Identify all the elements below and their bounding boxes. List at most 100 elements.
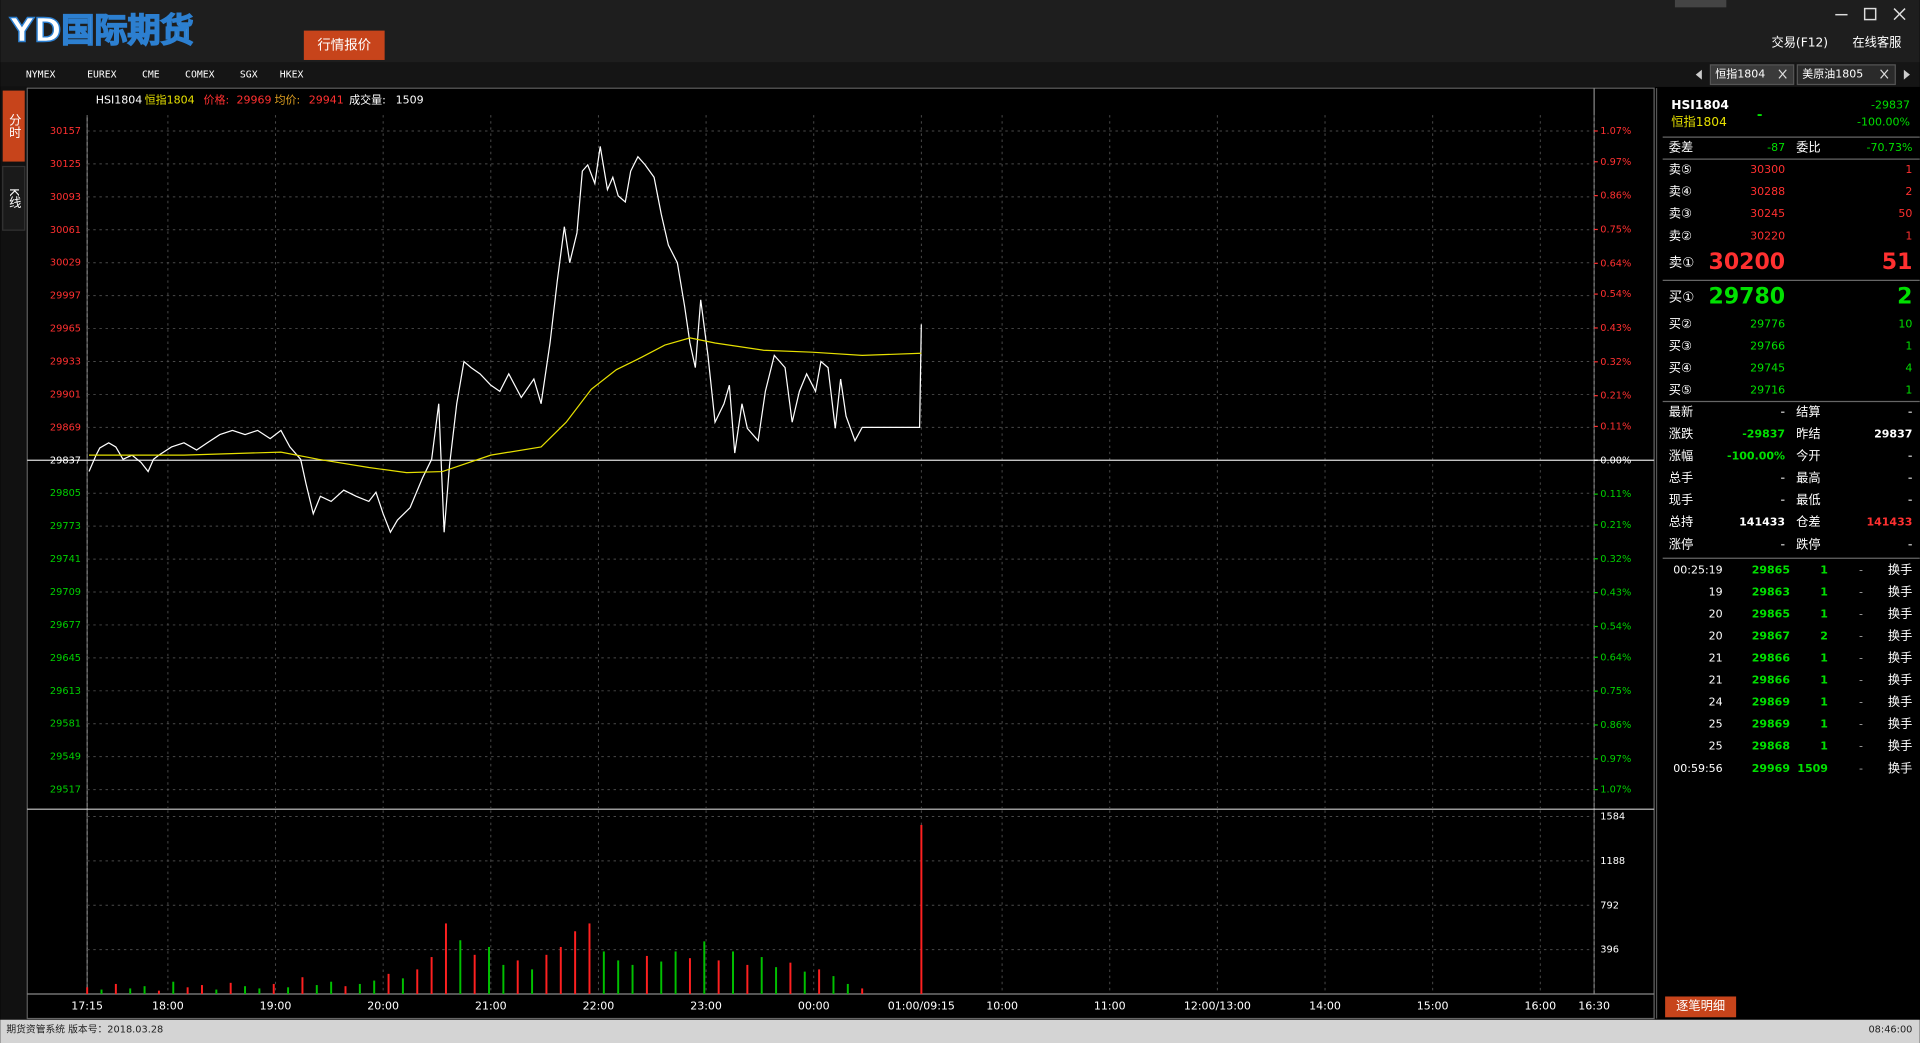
book-price: 29776 — [1750, 317, 1785, 330]
y-tick-label: 30093 — [50, 192, 81, 203]
exchange-tab[interactable]: COMEX — [185, 70, 215, 81]
stat-value: 141433 — [1866, 516, 1912, 529]
row-value: -87 — [1767, 141, 1785, 154]
volume-bar — [143, 986, 146, 995]
x-tick-label: 20:00 — [367, 999, 399, 1012]
y-tick-label: 29677 — [50, 620, 81, 631]
exchange-tab[interactable]: EUREX — [87, 70, 117, 81]
book-label: 买② — [1669, 317, 1692, 331]
tab-close[interactable] — [1778, 69, 1787, 79]
symbol-tab[interactable] — [1796, 64, 1896, 86]
volume-bar — [703, 941, 706, 995]
tick-flag: - — [1859, 762, 1863, 775]
y-tick-label: 30061 — [50, 225, 81, 236]
y2-tick-label: 0.64% — [1600, 258, 1631, 269]
price-line — [88, 146, 922, 534]
exchange-tab[interactable]: SGX — [240, 70, 258, 81]
book-label: 买① — [1669, 289, 1695, 305]
volume-bar — [789, 962, 792, 995]
book-volume: 1 — [1905, 384, 1912, 397]
stat-value: - — [1781, 538, 1786, 551]
quote-panel — [1660, 88, 1920, 1019]
trade-link[interactable]: 交易(F12) — [1771, 34, 1828, 49]
volume-bar — [459, 940, 462, 995]
stat-value: 141433 — [1739, 516, 1785, 529]
tick-time: 00:25:19 — [1673, 563, 1722, 576]
tab-close[interactable] — [1880, 69, 1889, 79]
side-tab[interactable] — [2, 165, 26, 231]
y-tick-label: 1584 — [1600, 812, 1625, 823]
volume-bar — [444, 923, 447, 995]
stat-value: - — [1781, 494, 1786, 507]
book-label: 买③ — [1669, 339, 1692, 353]
exchange-tab[interactable]: CME — [142, 70, 160, 81]
tick-price: 29866 — [1752, 674, 1791, 687]
quote-button[interactable] — [303, 30, 385, 60]
volume-bar — [660, 961, 663, 995]
book-price: 29780 — [1709, 284, 1786, 309]
volume-bar — [488, 946, 490, 995]
detail-button-label[interactable]: 逐笔明细 — [1676, 998, 1725, 1013]
book-price: 29766 — [1750, 339, 1785, 352]
stat-label: 涨跌 — [1669, 426, 1693, 441]
tab-scroll-left[interactable] — [1695, 69, 1702, 80]
symbol-tab-label[interactable]: 美原油1805 — [1802, 67, 1863, 81]
maximize[interactable] — [1863, 7, 1877, 21]
tick-volume: 1 — [1820, 608, 1828, 621]
symbol-tab[interactable] — [1709, 64, 1795, 86]
tick-price: 29969 — [1752, 762, 1790, 775]
stat-label: 结算 — [1796, 404, 1820, 419]
volume-bar — [215, 989, 218, 995]
window-controls[interactable] — [1835, 7, 1906, 21]
symbol-tab-label[interactable]: 恒指1804 — [1715, 67, 1765, 81]
volume-bar — [258, 988, 261, 995]
tab-scroll-right[interactable] — [1903, 69, 1910, 80]
volume-bar — [746, 964, 749, 995]
legend-label: 成交量: — [349, 92, 386, 106]
side-tab-active[interactable] — [2, 90, 25, 162]
exchange-tab[interactable]: HKEX — [280, 70, 304, 81]
legend-value: 1509 — [396, 93, 424, 106]
tick-volume: 1 — [1820, 718, 1828, 731]
stat-value: -29837 — [1742, 428, 1785, 441]
service-link[interactable]: 在线客服 — [1852, 34, 1901, 49]
book-volume: 2 — [1905, 185, 1912, 198]
exchange-tab[interactable]: NYMEX — [26, 70, 56, 81]
title-bar — [0, 0, 1920, 63]
logo: YD国际期货 — [9, 10, 194, 49]
stat-label: 仓差 — [1796, 515, 1820, 529]
tick-flag: - — [1859, 630, 1863, 643]
quote-button-label[interactable]: 行情报价 — [317, 37, 371, 53]
y2-tick-label: 0.21% — [1600, 391, 1631, 402]
y2-tick-label: 0.97% — [1600, 754, 1631, 765]
stat-value: - — [1781, 406, 1786, 419]
x-tick-label: 14:00 — [1309, 999, 1341, 1012]
quote-code: HSI1804 — [1671, 98, 1729, 112]
y2-tick-label: 0.54% — [1600, 621, 1631, 632]
volume-bar — [114, 983, 117, 995]
volume-bar — [574, 931, 577, 995]
y-tick-label: 30029 — [50, 258, 81, 269]
y-tick-label: 30125 — [50, 159, 81, 170]
chart-frame — [26, 87, 1655, 1020]
x-tick-label: 18:00 — [152, 999, 184, 1012]
side-tab-label[interactable]: 分时 — [7, 114, 21, 139]
stat-label: 最高 — [1796, 470, 1820, 485]
volume-bar — [344, 986, 347, 995]
volume-bar — [818, 969, 821, 995]
quote-change: -29837 — [1871, 98, 1910, 111]
book-label: 卖② — [1669, 229, 1692, 243]
row-label: 委比 — [1796, 141, 1820, 155]
volume-bar — [846, 983, 849, 995]
x-tick-label: 21:00 — [475, 999, 507, 1012]
tick-type: 换手 — [1888, 673, 1912, 687]
detail-button[interactable] — [1665, 996, 1737, 1018]
side-tab-label[interactable]: K线 — [7, 188, 21, 208]
volume-bar — [617, 960, 620, 995]
close[interactable] — [1893, 8, 1906, 21]
tick-volume: 1 — [1820, 696, 1828, 709]
tick-type: 换手 — [1888, 629, 1912, 643]
stat-label: 跌停 — [1796, 536, 1820, 551]
volume-bar — [645, 955, 648, 995]
